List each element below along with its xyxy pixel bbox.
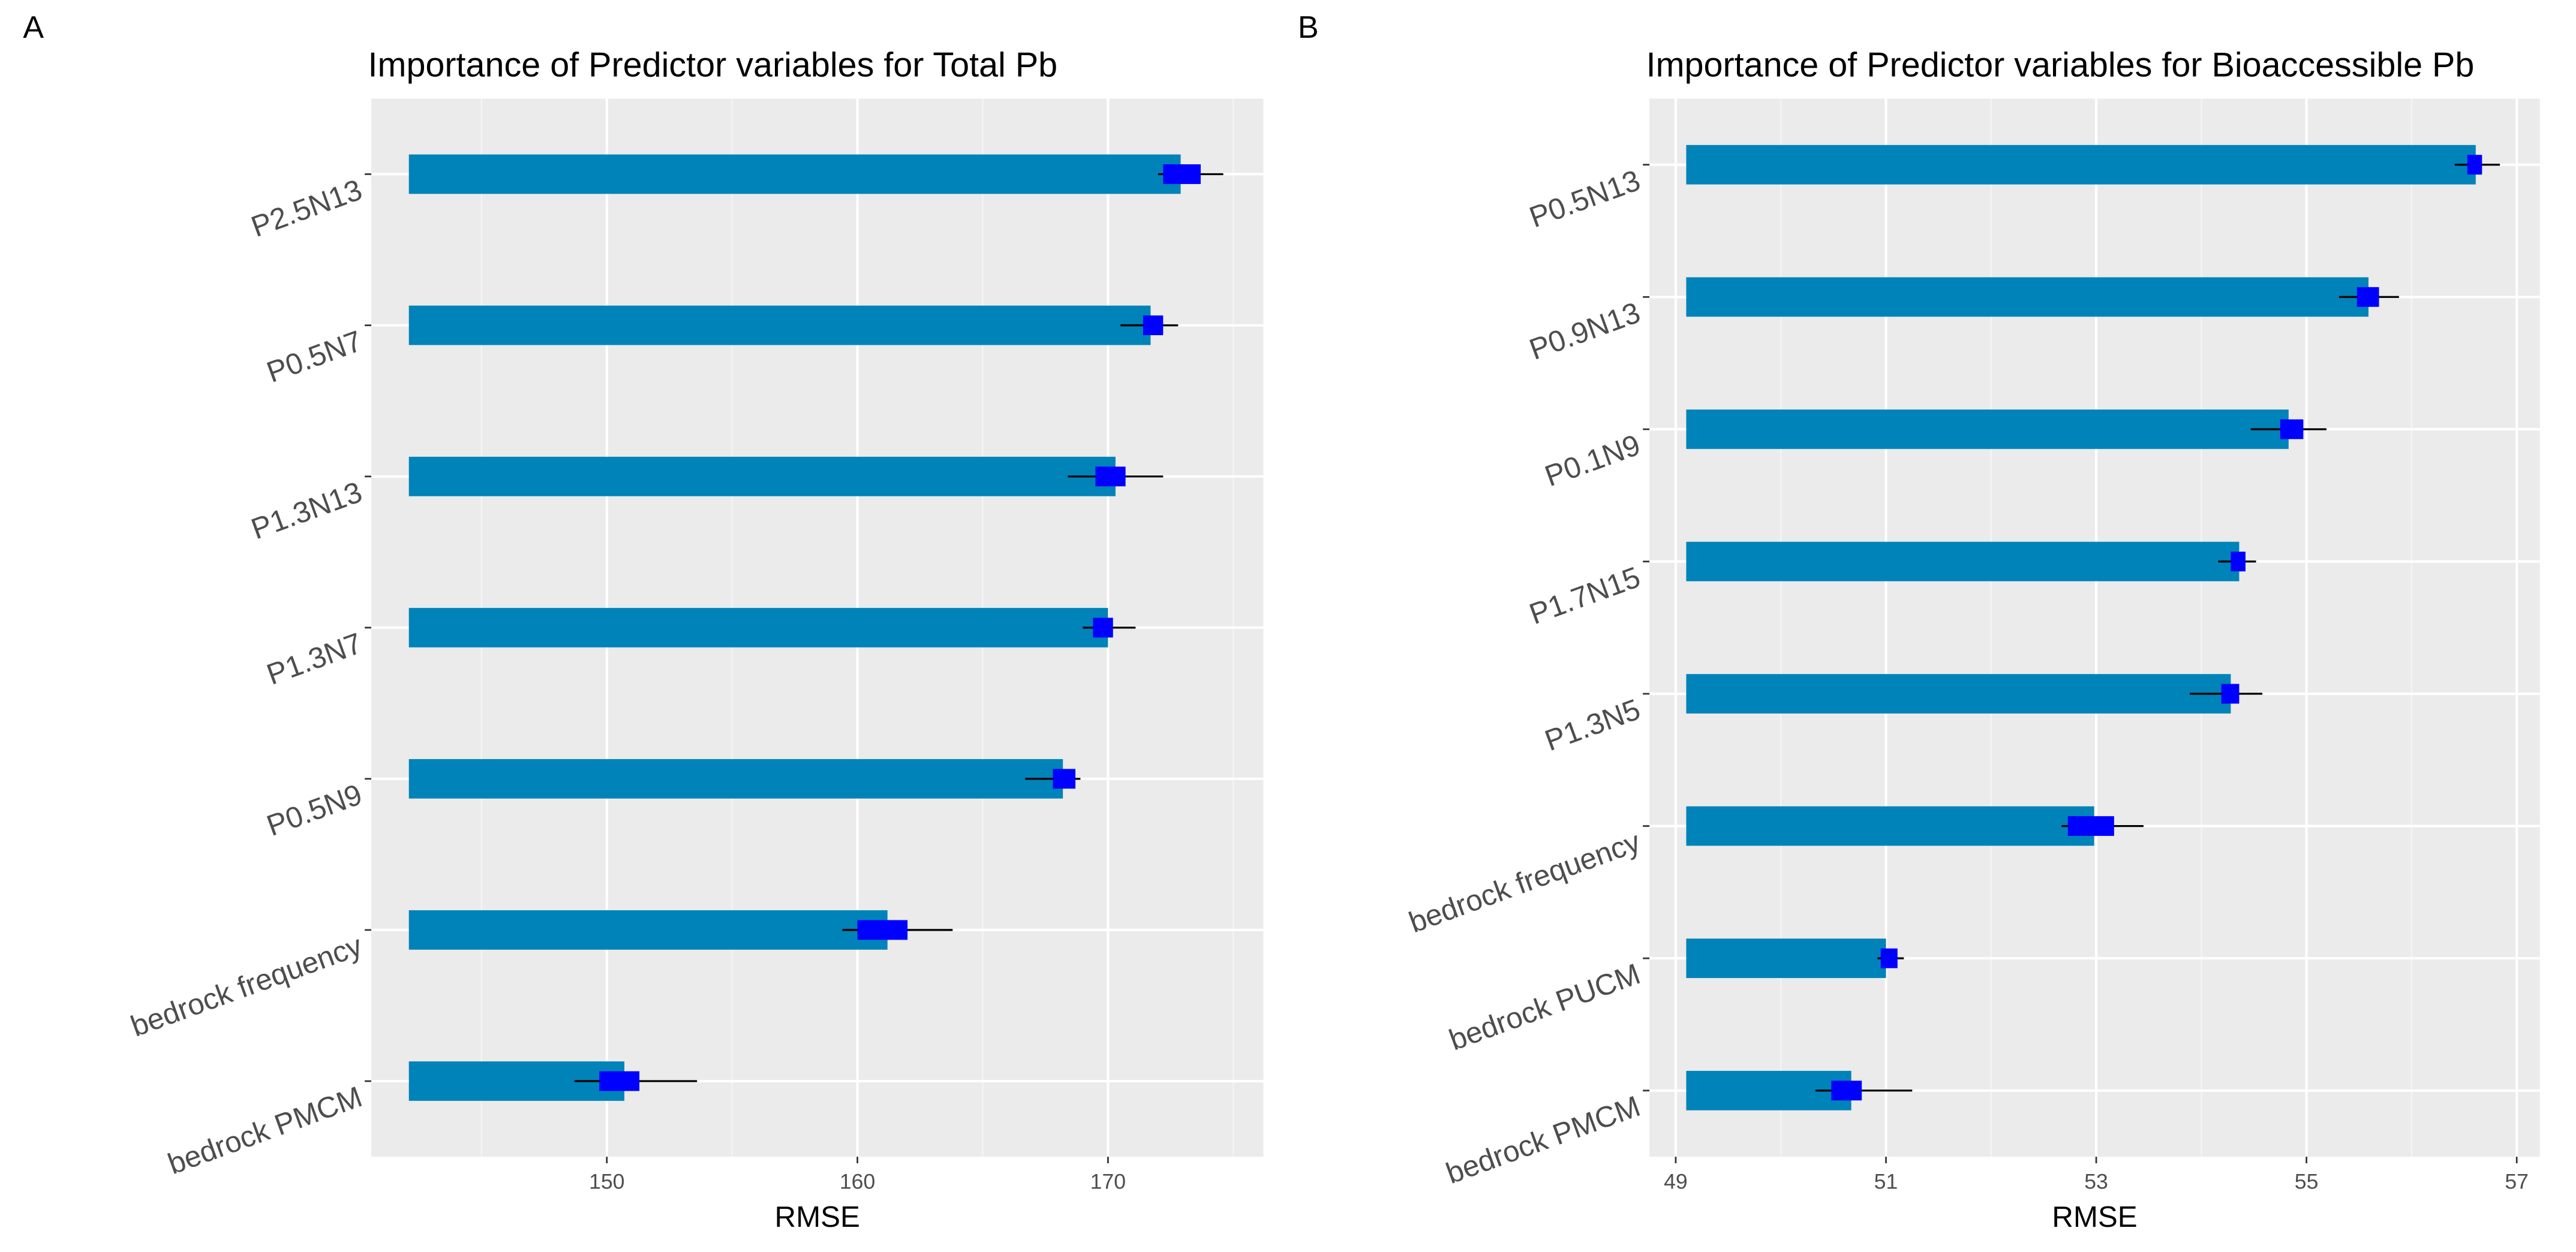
x-tick-label: 53	[2084, 1169, 2108, 1193]
error-box	[2280, 419, 2304, 440]
x-axis-label: RMSE	[2052, 1200, 2137, 1233]
panel-label: B	[1298, 10, 1319, 45]
x-tick-label: 170	[1090, 1169, 1126, 1193]
error-box	[1163, 164, 1201, 184]
plot-background	[1649, 98, 2540, 1157]
bar	[408, 759, 1063, 799]
bar	[1686, 277, 2369, 317]
y-tick-label: P1.3N5	[1541, 693, 1645, 757]
y-tick-label: bedrock PMCM	[164, 1080, 366, 1181]
bar	[1686, 806, 2094, 846]
bar	[408, 910, 888, 950]
error-box	[2231, 552, 2246, 571]
y-tick-label: P0.9N13	[1525, 296, 1645, 366]
x-tick-label: 51	[1874, 1169, 1898, 1193]
bar	[408, 607, 1108, 648]
bar	[1686, 938, 1886, 979]
bar	[408, 456, 1116, 496]
bar	[1686, 145, 2476, 185]
x-tick-label: 55	[2295, 1169, 2319, 1193]
x-axis-label: RMSE	[775, 1200, 860, 1233]
bar	[1686, 541, 2240, 582]
error-box	[1880, 948, 1898, 968]
chart-title: Importance of Predictor variables for Bi…	[1646, 46, 2475, 85]
error-box	[2221, 684, 2240, 704]
error-box	[2467, 155, 2482, 175]
y-tick-label: P0.1N9	[1541, 428, 1645, 493]
bar	[1686, 409, 2289, 449]
bar	[408, 154, 1181, 194]
y-tick-label: P0.5N7	[263, 324, 366, 389]
bar	[408, 305, 1151, 345]
error-box	[2356, 287, 2379, 307]
error-box	[1053, 769, 1076, 789]
y-tick-label: bedrock PMCM	[1442, 1090, 1645, 1190]
y-tick-label: P1.3N13	[247, 475, 366, 546]
x-tick-label: 150	[589, 1169, 624, 1193]
y-tick-label: P0.5N9	[263, 778, 366, 842]
y-tick-label: P1.7N15	[1525, 561, 1645, 631]
error-box	[1831, 1081, 1862, 1101]
y-tick-label: P0.5N13	[1525, 164, 1645, 234]
y-tick-label: bedrock PUCM	[1445, 957, 1645, 1057]
error-box	[2067, 816, 2114, 836]
y-tick-label: P1.3N7	[263, 627, 366, 691]
y-tick-label: P2.5N13	[247, 173, 366, 243]
panel-label: A	[23, 10, 44, 45]
y-tick-label: bedrock frequency	[127, 929, 366, 1043]
error-box	[1095, 467, 1126, 487]
error-box	[599, 1071, 640, 1091]
x-tick-label: 49	[1664, 1169, 1688, 1193]
chart-title: Importance of Predictor variables for To…	[368, 46, 1058, 85]
error-box	[857, 920, 908, 940]
x-tick-label: 160	[840, 1169, 875, 1193]
x-tick-label: 57	[2505, 1169, 2529, 1193]
error-box	[1093, 618, 1113, 638]
bar	[1686, 674, 2231, 714]
error-box	[1143, 315, 1164, 335]
y-tick-label: bedrock frequency	[1405, 825, 1645, 940]
